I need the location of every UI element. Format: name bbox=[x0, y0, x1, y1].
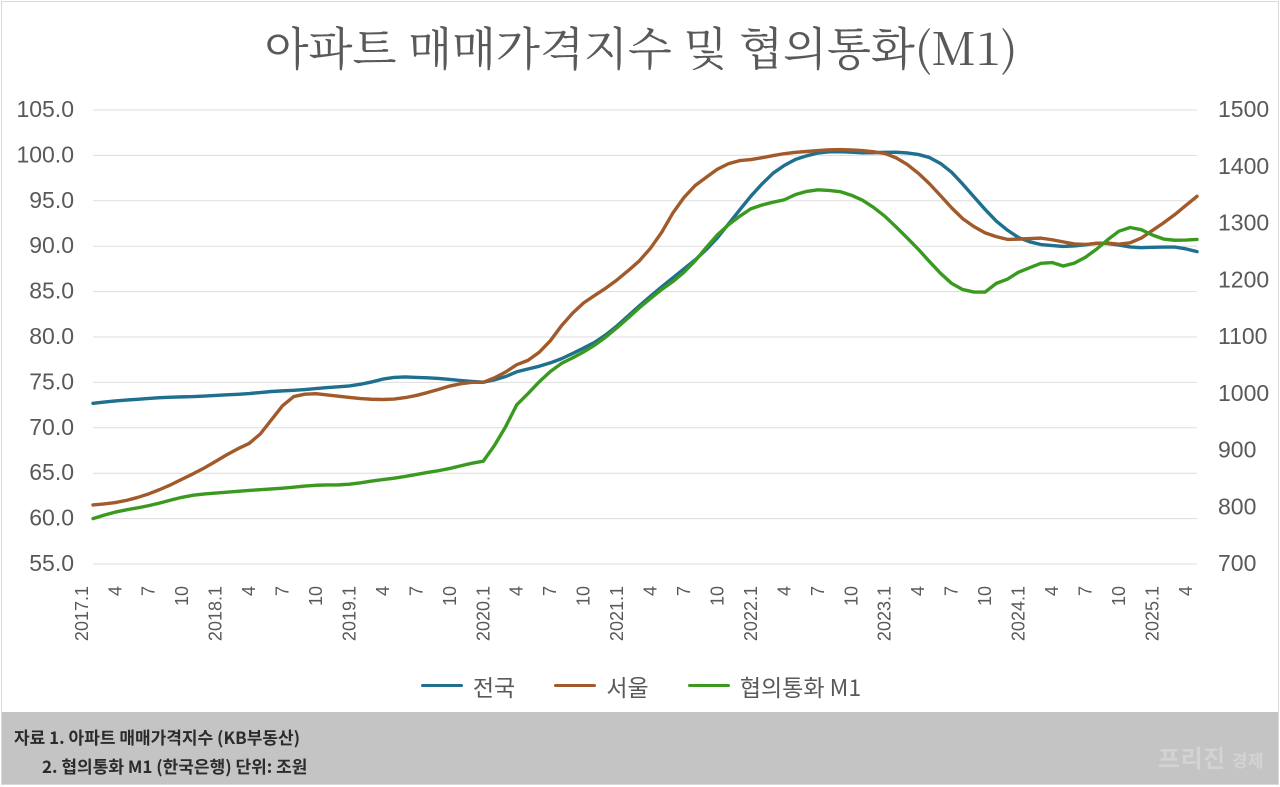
svg-text:55.0: 55.0 bbox=[29, 550, 74, 576]
svg-text:700: 700 bbox=[1218, 550, 1256, 576]
svg-text:2018.1: 2018.1 bbox=[206, 586, 226, 641]
svg-text:2017.1: 2017.1 bbox=[72, 586, 92, 641]
svg-text:100.0: 100.0 bbox=[16, 141, 74, 167]
svg-text:10: 10 bbox=[841, 586, 861, 606]
svg-text:1500: 1500 bbox=[1218, 96, 1269, 122]
svg-text:7: 7 bbox=[942, 586, 962, 596]
svg-text:10: 10 bbox=[306, 586, 326, 606]
svg-text:75.0: 75.0 bbox=[29, 368, 74, 394]
svg-text:4: 4 bbox=[105, 586, 125, 596]
svg-text:60.0: 60.0 bbox=[29, 505, 74, 531]
svg-text:10: 10 bbox=[1109, 586, 1129, 606]
svg-text:1300: 1300 bbox=[1218, 210, 1269, 236]
svg-text:4: 4 bbox=[774, 586, 794, 596]
svg-text:90.0: 90.0 bbox=[29, 232, 74, 258]
svg-text:4: 4 bbox=[1176, 586, 1196, 596]
svg-text:2023.1: 2023.1 bbox=[875, 586, 895, 641]
svg-text:2021.1: 2021.1 bbox=[607, 586, 627, 641]
svg-text:4: 4 bbox=[908, 586, 928, 596]
svg-text:85.0: 85.0 bbox=[29, 278, 74, 304]
svg-text:1200: 1200 bbox=[1218, 266, 1269, 292]
svg-text:1400: 1400 bbox=[1218, 153, 1269, 179]
svg-text:7: 7 bbox=[406, 586, 426, 596]
svg-text:4: 4 bbox=[507, 586, 527, 596]
svg-text:2024.1: 2024.1 bbox=[1009, 586, 1029, 641]
svg-text:2025.1: 2025.1 bbox=[1142, 586, 1162, 641]
svg-text:10: 10 bbox=[707, 586, 727, 606]
svg-text:10: 10 bbox=[172, 586, 192, 606]
svg-text:800: 800 bbox=[1218, 493, 1256, 519]
svg-text:4: 4 bbox=[239, 586, 259, 596]
svg-text:105.0: 105.0 bbox=[16, 96, 74, 122]
svg-text:1000: 1000 bbox=[1218, 380, 1269, 406]
svg-text:7: 7 bbox=[808, 586, 828, 596]
svg-text:95.0: 95.0 bbox=[29, 187, 74, 213]
svg-text:4: 4 bbox=[373, 586, 393, 596]
svg-text:2022.1: 2022.1 bbox=[741, 586, 761, 641]
svg-text:7: 7 bbox=[139, 586, 159, 596]
svg-text:10: 10 bbox=[574, 586, 594, 606]
svg-text:80.0: 80.0 bbox=[29, 323, 74, 349]
svg-text:65.0: 65.0 bbox=[29, 459, 74, 485]
svg-text:1100: 1100 bbox=[1218, 323, 1267, 349]
svg-text:7: 7 bbox=[674, 586, 694, 596]
svg-text:4: 4 bbox=[641, 586, 661, 596]
svg-text:10: 10 bbox=[440, 586, 460, 606]
svg-text:2020.1: 2020.1 bbox=[473, 586, 493, 641]
svg-text:2019.1: 2019.1 bbox=[339, 586, 359, 641]
svg-text:7: 7 bbox=[1075, 586, 1095, 596]
svg-text:7: 7 bbox=[540, 586, 560, 596]
svg-text:70.0: 70.0 bbox=[29, 414, 74, 440]
svg-text:4: 4 bbox=[1042, 586, 1062, 596]
svg-text:7: 7 bbox=[273, 586, 293, 596]
svg-text:900: 900 bbox=[1218, 437, 1256, 463]
svg-text:10: 10 bbox=[975, 586, 995, 606]
